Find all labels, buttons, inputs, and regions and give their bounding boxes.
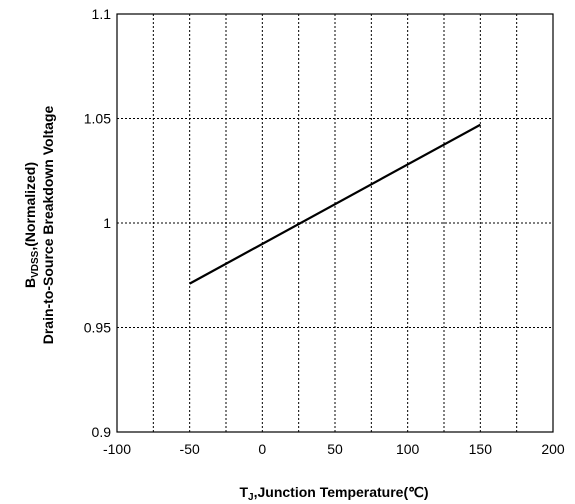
y-tick-label: 1: [103, 215, 111, 231]
x-tick-label: 50: [327, 441, 343, 457]
x-tick-label: -100: [103, 441, 131, 457]
x-tick-label: 150: [469, 441, 493, 457]
x-tick-label: 200: [541, 441, 565, 457]
x-tick-label: -50: [180, 441, 200, 457]
y-axis-label-line1: BVDSS,(Normalized): [22, 162, 41, 288]
tick-layer: -100 -50 0 50 100 150 200 0.9 0.95 1 1.05 1.1: [84, 6, 565, 457]
series-layer: [189, 123, 481, 285]
x-tick-label: 100: [396, 441, 420, 457]
y-tick-label: 0.95: [84, 320, 111, 336]
y-tick-label: 0.9: [92, 424, 112, 440]
x-tick-label: 0: [258, 441, 266, 457]
y-axis-label-line2: Drain-to-Source Breakdown Voltage: [40, 106, 56, 345]
x-axis-label: TJ,Junction Temperature(℃): [239, 484, 428, 503]
y-tick-label: 1.05: [84, 111, 111, 127]
y-tick-label: 1.1: [92, 6, 112, 22]
series-line: [189, 123, 481, 285]
plot-frame: [116, 13, 554, 433]
grid-layer: [117, 14, 553, 432]
